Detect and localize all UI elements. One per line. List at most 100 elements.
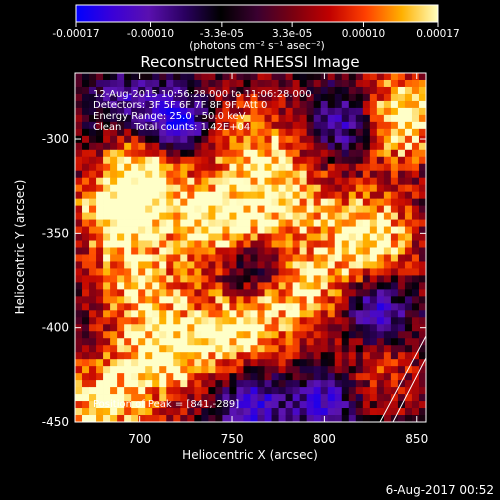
heatmap-cell [299,394,308,402]
heatmap-cell [124,205,132,213]
heatmap-cell [89,170,97,179]
heatmap-cell [355,121,364,130]
heatmap-cell [208,317,216,325]
y-tick-label: -450 [42,415,69,429]
heatmap-cell [292,100,301,109]
heatmap-cell [313,128,322,137]
heatmap-cell [166,121,174,130]
heatmap-cell [341,191,350,200]
colorbar [76,5,438,22]
heatmap-cell [194,268,202,276]
heatmap-cell [194,380,202,388]
heatmap-cell [152,149,160,158]
heatmap-cell [334,373,343,381]
heatmap-cell [369,317,378,325]
heatmap-cell [397,373,406,381]
heatmap-cell [334,345,343,353]
heatmap-cell [383,226,392,234]
heatmap-cell [404,86,413,95]
heatmap-cell [327,303,336,311]
heatmap-cell [369,100,378,109]
heatmap-cell [369,121,378,130]
heatmap-cell [131,170,139,179]
heatmap-cell [159,170,167,179]
heatmap-cell [327,93,336,102]
heatmap-cell [236,93,244,102]
heatmap-cell [362,380,371,388]
heatmap-cell [208,212,216,220]
heatmap-cell [285,240,294,248]
heatmap-cell [327,114,336,123]
heatmap-cell [208,191,216,200]
heatmap-cell [124,73,132,81]
heatmap-cell [376,317,385,325]
heatmap-cell [145,170,153,179]
heatmap-cell [341,114,350,123]
heatmap-cell [306,394,315,402]
heatmap-cell [180,394,188,402]
heatmap-cell [110,135,118,144]
heatmap-cell [355,135,364,144]
heatmap-cell [341,408,350,416]
heatmap-cell [278,359,286,367]
heatmap-cell [320,275,329,283]
heatmap-cell [257,373,265,381]
heatmap-cell [229,373,237,381]
heatmap-cell [306,310,315,318]
heatmap-cell [299,359,308,367]
heatmap-cell [390,310,399,318]
heatmap-cell [89,317,97,325]
heatmap-cell [75,205,83,213]
heatmap-cell [264,247,272,255]
heatmap-cell [187,289,195,297]
heatmap-cell [250,324,258,332]
heatmap-cell [215,73,223,81]
heatmap-cell [89,163,97,172]
heatmap-cell [103,373,111,381]
heatmap-cell [222,219,230,227]
heatmap-cell [208,156,216,165]
heatmap-cell [243,345,251,353]
heatmap-cell [334,73,343,81]
heatmap-cell [334,128,343,137]
heatmap-cell [250,345,258,353]
heatmap-cell [369,233,378,241]
heatmap-cell [278,401,286,409]
heatmap-cell [271,296,279,304]
heatmap-cell [96,121,104,130]
heatmap-cell [334,338,343,346]
heatmap-cell [397,331,406,339]
heatmap-cell [264,289,272,297]
heatmap-cell [418,401,427,409]
heatmap-cell [201,191,209,200]
heatmap-cell [292,401,301,409]
heatmap-cell [411,401,420,409]
heatmap-cell [362,184,371,193]
heatmap-cell [103,254,111,262]
heatmap-cell [341,100,350,109]
heatmap-cell [418,387,427,395]
heatmap-cell [229,142,237,151]
heatmap-cell [271,408,279,416]
heatmap-cell [194,170,202,179]
heatmap-cell [376,79,385,88]
heatmap-cell [411,93,420,102]
heatmap-cell [173,191,181,200]
heatmap-cell [75,366,83,374]
heatmap-cell [145,254,153,262]
heatmap-cell [236,163,244,172]
heatmap-cell [124,100,132,109]
heatmap-cell [215,352,223,360]
heatmap-cell [418,261,427,269]
heatmap-cell [110,191,118,200]
heatmap-cell [131,373,139,381]
heatmap-cell [131,177,139,186]
heatmap-cell [166,394,174,402]
heatmap-cell [250,170,258,179]
heatmap-cell [117,100,125,109]
heatmap-cell [285,107,294,116]
heatmap-cell [285,198,294,207]
heatmap-cell [229,338,237,346]
heatmap-cell [271,247,279,255]
heatmap-cell [362,226,371,234]
